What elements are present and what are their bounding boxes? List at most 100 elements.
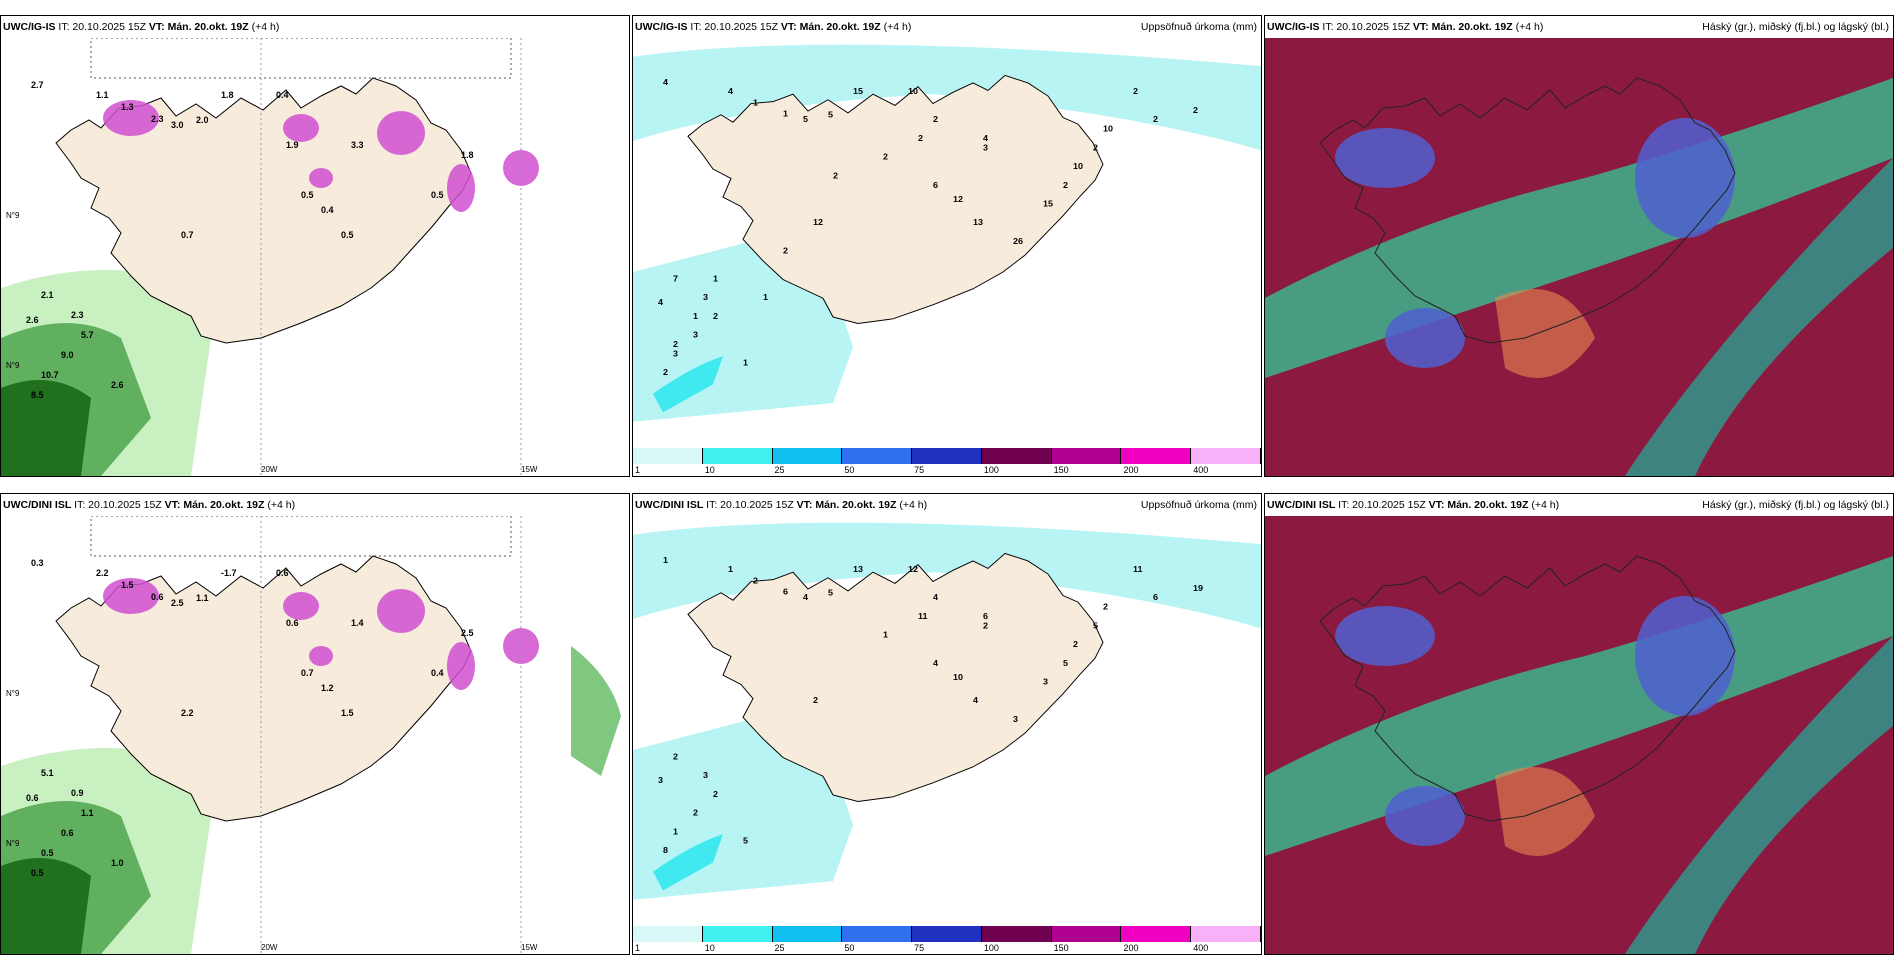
colorbar-tick: 150 <box>1053 943 1069 953</box>
colorbar-tick: 400 <box>1193 943 1209 953</box>
value-label: 8.5 <box>31 390 44 400</box>
temperature-wind-panel-ig-is: UWC/IG-IS IT: 20.10.2025 15Z VT: Mán. 20… <box>0 15 630 477</box>
init-time: IT: 20.10.2025 15Z <box>55 21 146 33</box>
value-label: 11 <box>1133 564 1143 574</box>
precip-patch <box>309 646 333 666</box>
value-label: 5 <box>828 110 833 120</box>
value-label: 19 <box>1193 583 1203 593</box>
colorbar-swatch <box>981 926 1052 942</box>
value-label: 12 <box>953 194 963 204</box>
colorbar: 1 10 25 50 75 100 150 200 400 <box>633 448 1261 476</box>
value-label: 1.8 <box>461 150 474 160</box>
value-label: 5.7 <box>81 330 94 340</box>
temperature-wind-panel-dini-isl: UWC/DINI ISL IT: 20.10.2025 15Z VT: Mán.… <box>0 493 630 955</box>
value-label: 2 <box>753 576 758 586</box>
value-label: 4 <box>803 593 808 603</box>
colorbar-tick: 400 <box>1193 465 1209 475</box>
init-time: IT: 20.10.2025 15Z <box>1335 499 1426 511</box>
value-label: 2 <box>1103 602 1108 612</box>
value-label: 5 <box>1063 658 1068 668</box>
value-label: 0.7 <box>301 668 314 678</box>
colorbar-swatch <box>1191 448 1261 464</box>
value-label: 26 <box>1013 236 1023 246</box>
panel-header: UWC/IG-IS IT: 20.10.2025 15Z VT: Mán. 20… <box>1265 16 1893 38</box>
value-label: 5 <box>743 836 748 846</box>
colorbar-swatch <box>912 926 982 942</box>
value-label: 2 <box>783 246 788 256</box>
model-name: UWC/IG-IS <box>635 21 688 33</box>
colorbar-swatch <box>1121 448 1192 464</box>
value-label: 2 <box>1133 86 1138 96</box>
colorbar-swatch <box>842 926 913 942</box>
value-label: 1 <box>663 555 668 565</box>
colorbar-tick: 150 <box>1053 465 1069 475</box>
value-label: 0.5 <box>301 190 314 200</box>
map-area <box>1265 38 1893 476</box>
value-label: 5 <box>828 588 833 598</box>
lead-time: (+4 h) <box>899 499 928 511</box>
map-area: 4 4 1 1 5 5 15 10 2 4 6 12 13 12 7 3 4 2 3 3 2 1 2 2 2 2 2 10 10 15 26… <box>633 38 1261 476</box>
panel-header: UWC/DINI ISL IT: 20.10.2025 15Z VT: Mán.… <box>1 494 629 516</box>
value-label: 1.1 <box>96 90 109 100</box>
value-label: 2 <box>693 808 698 818</box>
cloud-cover-panel-dini-isl: UWC/DINI ISL IT: 20.10.2025 15Z VT: Mán.… <box>1264 493 1894 955</box>
value-label: 10.7 <box>41 370 59 380</box>
colorbar-tick: 10 <box>704 943 715 953</box>
colorbar-tick: 25 <box>774 465 785 475</box>
colorbar-swatch <box>633 448 703 464</box>
value-label: 8 <box>663 845 668 855</box>
panel-header: UWC/IG-IS IT: 20.10.2025 15Z VT: Mán. 20… <box>633 16 1261 38</box>
value-label: 2 <box>833 171 838 181</box>
colorbar-swatch <box>1051 448 1122 464</box>
value-label: 1 <box>783 109 788 119</box>
precip-patch <box>103 578 159 614</box>
axis-label: N°9 <box>6 211 20 220</box>
value-label: 2 <box>713 789 718 799</box>
init-time: IT: 20.10.2025 15Z <box>703 499 794 511</box>
colorbar-swatch <box>702 926 773 942</box>
colorbar-tick: 200 <box>1123 465 1139 475</box>
value-label: 2 <box>663 367 668 377</box>
colorbar-tick: 100 <box>983 943 999 953</box>
panel-title: Uppsöfnuð úrkoma (mm) <box>1140 499 1257 511</box>
value-label: 2.3 <box>71 310 84 320</box>
panel-header: UWC/DINI ISL IT: 20.10.2025 15Z VT: Mán.… <box>1265 494 1893 516</box>
value-label: 1 <box>713 274 718 284</box>
colorbar-swatch <box>772 926 843 942</box>
value-label: 1 <box>673 827 678 837</box>
axis-label: 15W <box>521 465 538 474</box>
value-label: 1.1 <box>196 593 209 603</box>
value-label: 3 <box>693 330 698 340</box>
value-label: 1.1 <box>81 808 94 818</box>
colorbar-swatch <box>981 448 1052 464</box>
value-label: 3 <box>673 349 678 359</box>
value-label: 3 <box>658 775 663 785</box>
colorbar-tick: 25 <box>774 943 785 953</box>
value-label: 1 <box>883 630 888 640</box>
value-label: 4 <box>973 695 978 705</box>
axis-label: 20W <box>261 465 278 474</box>
colorbar-tick: 200 <box>1123 943 1139 953</box>
colorbar-tick: 50 <box>844 465 855 475</box>
colorbar-tick: 50 <box>844 943 855 953</box>
colorbar-swatch <box>912 448 982 464</box>
model-name: UWC/DINI ISL <box>1267 499 1336 511</box>
colorbar-swatch <box>1191 926 1261 942</box>
precipitation-panel-ig-is: UWC/IG-IS IT: 20.10.2025 15Z VT: Mán. 20… <box>632 15 1262 477</box>
value-label: 1.4 <box>351 618 364 628</box>
map-area: 2.7 1.1 1.3 2.3 3.0 2.0 1.8 0.4 1.9 3.3 0.5 0.4 0.5 0… <box>1 38 629 476</box>
value-label: 5 <box>803 115 808 125</box>
value-label: 2.6 <box>111 380 124 390</box>
value-label: 2.2 <box>96 568 109 578</box>
value-label: 3 <box>703 292 708 302</box>
precipitation-panel-dini-isl: UWC/DINI ISL IT: 20.10.2025 15Z VT: Mán.… <box>632 493 1262 955</box>
map-area: 1 1 2 6 4 5 13 12 11 6 4 10 4 2 2 3 3 2 2 1 8 5 5 5 6 19 11 2 2 3 3 2 4 1 <box>633 516 1261 954</box>
axis-label: N°9 <box>6 361 20 370</box>
value-label: 2 <box>1153 115 1158 125</box>
value-label: 0.6 <box>276 568 289 578</box>
value-label: 9.0 <box>61 350 74 360</box>
init-time: IT: 20.10.2025 15Z <box>687 21 778 33</box>
value-label: 3 <box>983 143 988 153</box>
value-label: 2 <box>713 311 718 321</box>
colorbar-swatch <box>842 448 913 464</box>
